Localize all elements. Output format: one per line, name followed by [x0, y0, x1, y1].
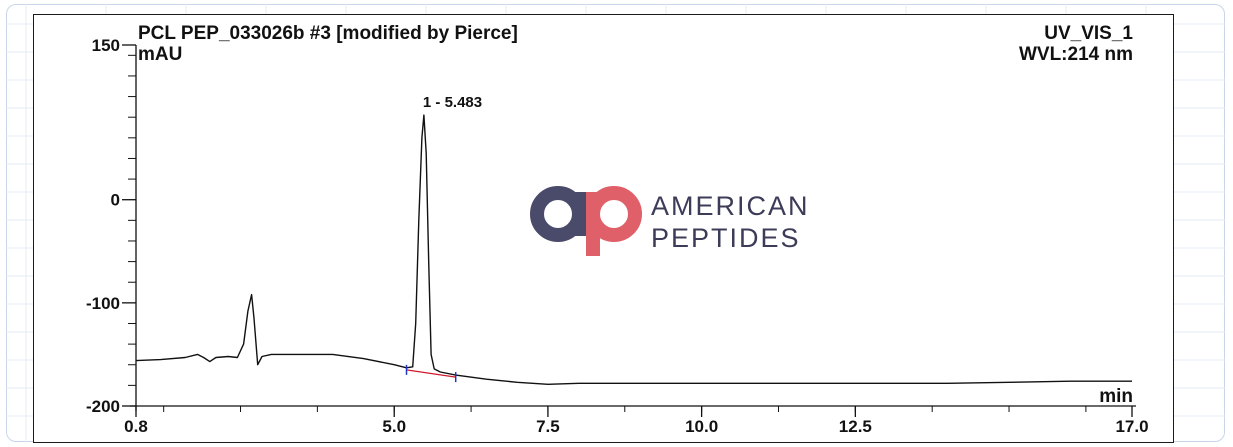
y-tick-label: -100	[86, 294, 120, 313]
integration-baseline	[406, 369, 456, 378]
y-unit-label: mAU	[138, 44, 183, 65]
x-tick-label: 17.0	[1115, 417, 1148, 436]
wavelength-label: WVL:214 nm	[1018, 44, 1133, 65]
x-tick-label: 7.5	[536, 417, 560, 436]
y-tick-label: 150	[92, 36, 120, 55]
brand-name-line2: PEPTIDES	[651, 223, 801, 253]
chart-title: PCL PEP_033026b #3 [modified by Pierce]	[138, 23, 518, 44]
x-tick-label: 12.5	[839, 417, 872, 436]
brand-name-line1: AMERICAN	[651, 191, 810, 221]
american-peptides-logo-icon	[530, 186, 642, 256]
x-tick-label: 0.8	[124, 417, 148, 436]
channel-label: UV_VIS_1	[1044, 23, 1133, 44]
chromatogram-trace	[135, 114, 1132, 385]
x-tick-label: 5.0	[382, 417, 406, 436]
y-tick-label: -200	[86, 397, 120, 416]
peak-label: 1 - 5.483	[423, 94, 482, 111]
y-tick-label: 0	[111, 191, 120, 210]
x-tick-label: 10.0	[685, 417, 718, 436]
chromatogram-panel: 150 0 -100 -200 0.8 5.0 7.5 10.0 12.5 17.0 1 - 5.4…	[33, 14, 1174, 443]
x-unit-label: min	[1099, 386, 1133, 407]
